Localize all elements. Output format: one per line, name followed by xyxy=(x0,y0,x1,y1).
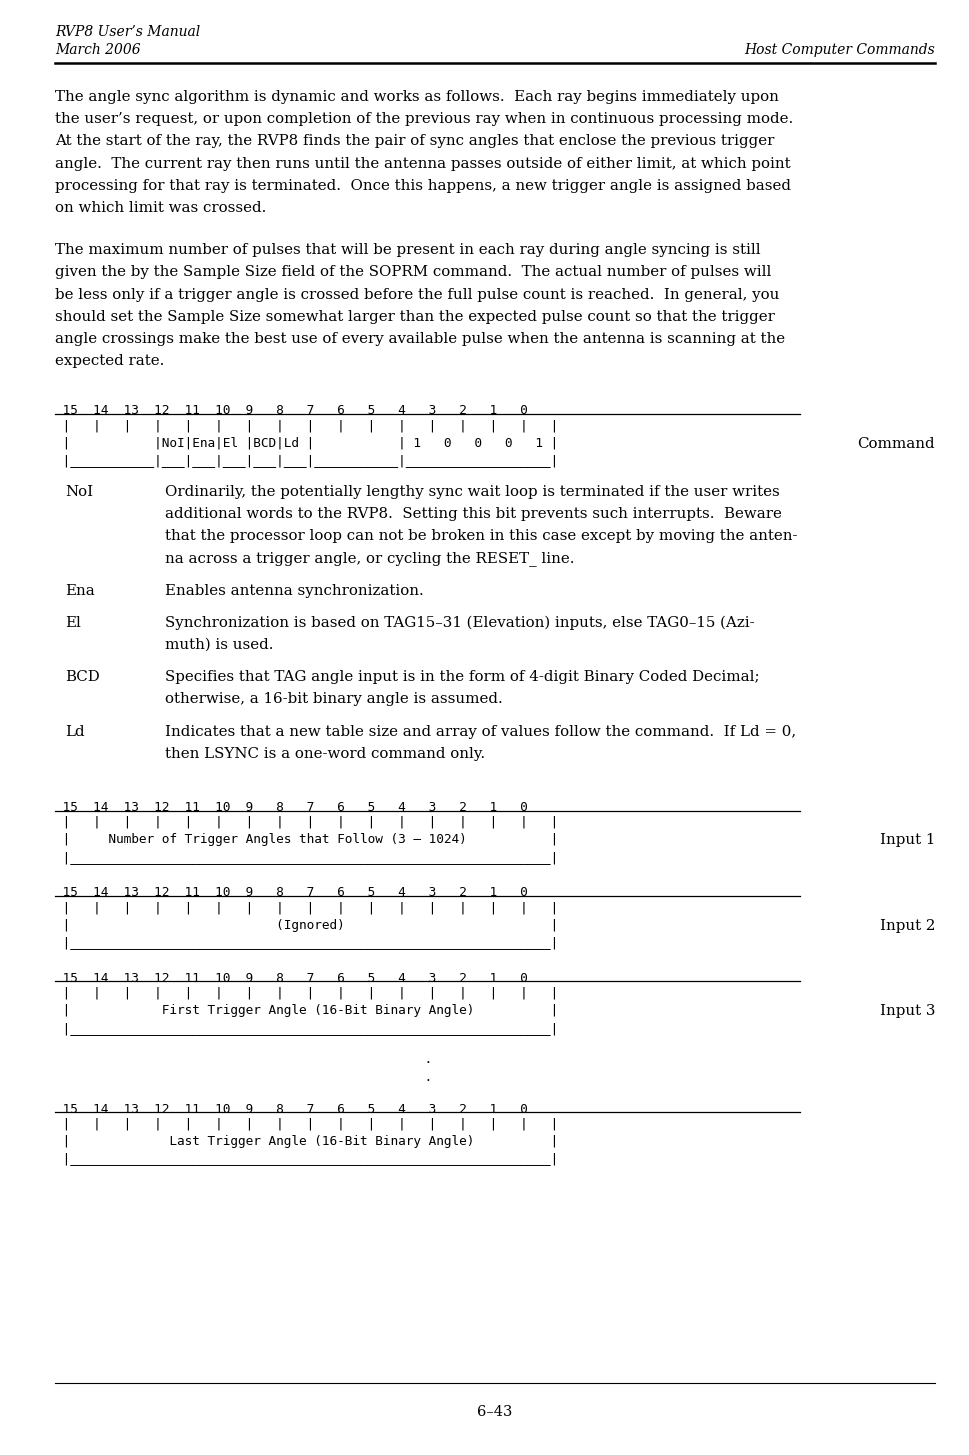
Text: angle crossings make the best use of every available pulse when the antenna is s: angle crossings make the best use of eve… xyxy=(55,332,784,346)
Text: should set the Sample Size somewhat larger than the expected pulse count so that: should set the Sample Size somewhat larg… xyxy=(55,310,774,324)
Text: Ena: Ena xyxy=(65,583,95,598)
Text: Indicates that a new table size and array of values follow the command.  If Ld =: Indicates that a new table size and arra… xyxy=(165,725,796,739)
Text: 15  14  13  12  11  10  9   8   7   6   5   4   3   2   1   0: 15 14 13 12 11 10 9 8 7 6 5 4 3 2 1 0 xyxy=(55,404,527,418)
Text: then LSYNC is a one-word command only.: then LSYNC is a one-word command only. xyxy=(165,746,484,761)
Text: |_______________________________________________________________|: |_______________________________________… xyxy=(55,851,558,864)
Text: Specifies that TAG angle input is in the form of 4-digit Binary Coded Decimal;: Specifies that TAG angle input is in the… xyxy=(165,671,759,684)
Text: March 2006: March 2006 xyxy=(55,44,141,57)
Text: At the start of the ray, the RVP8 finds the pair of sync angles that enclose the: At the start of the ray, the RVP8 finds … xyxy=(55,134,773,148)
Text: |   |   |   |   |   |   |   |   |   |   |   |   |   |   |   |   |: | | | | | | | | | | | | | | | | | xyxy=(55,419,558,432)
Text: be less only if a trigger angle is crossed before the full pulse count is reache: be less only if a trigger angle is cross… xyxy=(55,288,778,301)
Text: Command: Command xyxy=(857,436,934,451)
Text: |   |   |   |   |   |   |   |   |   |   |   |   |   |   |   |   |: | | | | | | | | | | | | | | | | | xyxy=(55,901,558,914)
Text: BCD: BCD xyxy=(65,671,100,684)
Text: El: El xyxy=(65,615,80,630)
Text: Host Computer Commands: Host Computer Commands xyxy=(743,44,934,57)
Text: Ordinarily, the potentially lengthy sync wait loop is terminated if the user wri: Ordinarily, the potentially lengthy sync… xyxy=(165,485,779,499)
Text: |     Number of Trigger Angles that Follow (3 – 1024)           |: | Number of Trigger Angles that Follow (… xyxy=(55,834,558,847)
Text: 15  14  13  12  11  10  9   8   7   6   5   4   3   2   1   0: 15 14 13 12 11 10 9 8 7 6 5 4 3 2 1 0 xyxy=(55,800,527,813)
Text: The maximum number of pulses that will be present in each ray during angle synci: The maximum number of pulses that will b… xyxy=(55,243,760,258)
Text: additional words to the RVP8.  Setting this bit prevents such interrupts.  Bewar: additional words to the RVP8. Setting th… xyxy=(165,506,781,521)
Text: |___________|___|___|___|___|___|___________|___________________|: |___________|___|___|___|___|___|_______… xyxy=(55,454,558,467)
Text: The angle sync algorithm is dynamic and works as follows.  Each ray begins immed: The angle sync algorithm is dynamic and … xyxy=(55,90,778,103)
Text: |            First Trigger Angle (16-Bit Binary Angle)          |: | First Trigger Angle (16-Bit Binary Ang… xyxy=(55,1004,558,1017)
Text: given the by the Sample Size field of the SOPRM command.  The actual number of p: given the by the Sample Size field of th… xyxy=(55,265,770,279)
Text: RVP8 User’s Manual: RVP8 User’s Manual xyxy=(55,25,200,39)
Text: otherwise, a 16-bit binary angle is assumed.: otherwise, a 16-bit binary angle is assu… xyxy=(165,693,502,706)
Text: .: . xyxy=(424,1069,429,1084)
Text: NoI: NoI xyxy=(65,485,93,499)
Text: Input 1: Input 1 xyxy=(879,834,934,847)
Text: Enables antenna synchronization.: Enables antenna synchronization. xyxy=(165,583,423,598)
Text: Input 2: Input 2 xyxy=(879,918,934,933)
Text: |           |NoI|Ena|El |BCD|Ld |           | 1   0   0   0   1 |: | |NoI|Ena|El |BCD|Ld | | 1 0 0 0 1 | xyxy=(55,436,558,450)
Text: processing for that ray is terminated.  Once this happens, a new trigger angle i: processing for that ray is terminated. O… xyxy=(55,179,790,194)
Text: that the processor loop can not be broken in this case except by moving the ante: that the processor loop can not be broke… xyxy=(165,530,797,543)
Text: |             Last Trigger Angle (16-Bit Binary Angle)          |: | Last Trigger Angle (16-Bit Binary Angl… xyxy=(55,1135,558,1148)
Text: 15  14  13  12  11  10  9   8   7   6   5   4   3   2   1   0: 15 14 13 12 11 10 9 8 7 6 5 4 3 2 1 0 xyxy=(55,1103,527,1116)
Text: Synchronization is based on TAG15–31 (Elevation) inputs, else TAG0–15 (Azi-: Synchronization is based on TAG15–31 (El… xyxy=(165,615,754,630)
Text: |_______________________________________________________________|: |_______________________________________… xyxy=(55,936,558,949)
Text: |   |   |   |   |   |   |   |   |   |   |   |   |   |   |   |   |: | | | | | | | | | | | | | | | | | xyxy=(55,986,558,1000)
Text: 6–43: 6–43 xyxy=(477,1406,513,1419)
Text: Input 3: Input 3 xyxy=(879,1004,934,1018)
Text: on which limit was crossed.: on which limit was crossed. xyxy=(55,201,266,215)
Text: |                           (Ignored)                           |: | (Ignored) | xyxy=(55,918,558,931)
Text: |   |   |   |   |   |   |   |   |   |   |   |   |   |   |   |   |: | | | | | | | | | | | | | | | | | xyxy=(55,816,558,829)
Text: 15  14  13  12  11  10  9   8   7   6   5   4   3   2   1   0: 15 14 13 12 11 10 9 8 7 6 5 4 3 2 1 0 xyxy=(55,972,527,985)
Text: the user’s request, or upon completion of the previous ray when in continuous pr: the user’s request, or upon completion o… xyxy=(55,112,793,127)
Text: angle.  The current ray then runs until the antenna passes outside of either lim: angle. The current ray then runs until t… xyxy=(55,157,790,170)
Text: Ld: Ld xyxy=(65,725,84,739)
Text: expected rate.: expected rate. xyxy=(55,354,164,368)
Text: |_______________________________________________________________|: |_______________________________________… xyxy=(55,1021,558,1035)
Text: muth) is used.: muth) is used. xyxy=(165,637,273,652)
Text: |_______________________________________________________________|: |_______________________________________… xyxy=(55,1152,558,1165)
Text: .: . xyxy=(424,1052,429,1067)
Text: 15  14  13  12  11  10  9   8   7   6   5   4   3   2   1   0: 15 14 13 12 11 10 9 8 7 6 5 4 3 2 1 0 xyxy=(55,886,527,899)
Text: |   |   |   |   |   |   |   |   |   |   |   |   |   |   |   |   |: | | | | | | | | | | | | | | | | | xyxy=(55,1117,558,1131)
Text: na across a trigger angle, or cycling the RESET_ line.: na across a trigger angle, or cycling th… xyxy=(165,551,574,566)
